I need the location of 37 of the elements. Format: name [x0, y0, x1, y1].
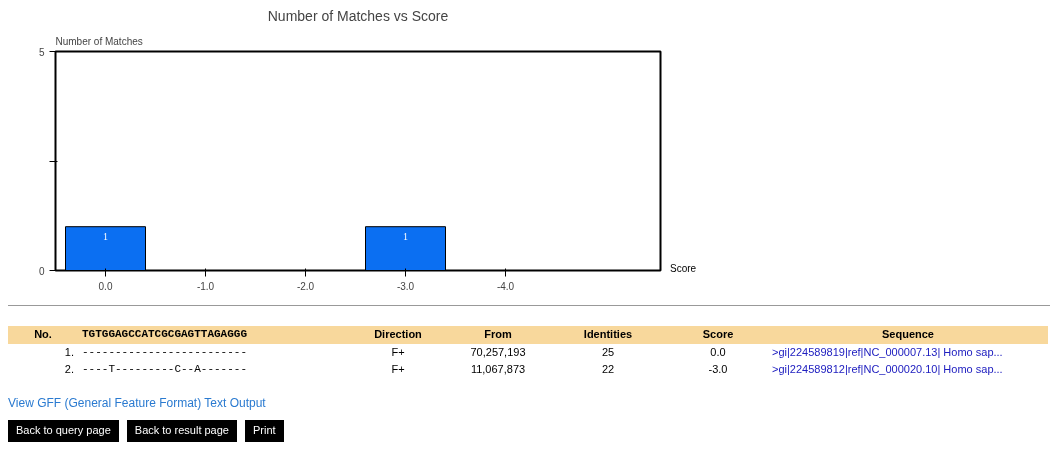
text: 22: [600, 362, 616, 378]
text: TGTGGAGCCATCGCGAGTTAGAGGG: [78, 326, 348, 344]
text: >gi|224589819|ref|NC_000007.13| Homo sap...: [771, 344, 1004, 360]
text: Direction: [348, 326, 448, 344]
text: 70,257,193: [469, 344, 527, 360]
y-tick-label: 5: [38, 46, 45, 58]
x-tick-label: -4.0: [496, 280, 515, 292]
text: ----T---------C--A-------: [81, 362, 249, 378]
text: 0.0: [709, 344, 727, 360]
text: Sequence: [768, 326, 1048, 344]
y-tick-label: 0: [38, 265, 45, 277]
data-label: 1: [403, 230, 408, 242]
x-tick-label: -2.0: [296, 280, 315, 292]
text: 11,067,873: [469, 362, 527, 378]
text: >gi|224589812|ref|NC_000020.10| Homo sap...: [771, 362, 1004, 378]
x-tick-label: 0.0: [98, 280, 113, 292]
x-tick-label: -3.0: [396, 280, 415, 292]
chart-title: Number of Matches vs Score: [267, 7, 449, 24]
text: Score: [670, 262, 697, 276]
text: -------------------------: [81, 344, 249, 360]
text: From: [448, 326, 548, 344]
text: 1.: [63, 344, 75, 360]
text: No.: [8, 326, 78, 344]
text: 25: [600, 344, 616, 360]
text: F+: [390, 344, 406, 360]
y-axis-title: Number of Matches: [55, 35, 143, 47]
text: Back to result page: [126, 420, 237, 442]
text: Print: [244, 420, 284, 442]
text: Back to query page: [8, 420, 119, 442]
x-tick-label: -1.0: [196, 280, 215, 292]
text: -3.0: [707, 362, 729, 378]
text: Score: [668, 326, 768, 344]
data-label: 1: [103, 230, 108, 242]
text: F+: [390, 362, 406, 378]
text: View GFF (General Feature Format) Text Output: [8, 395, 267, 413]
text: 2.: [63, 362, 75, 378]
text: Identities: [548, 326, 668, 344]
